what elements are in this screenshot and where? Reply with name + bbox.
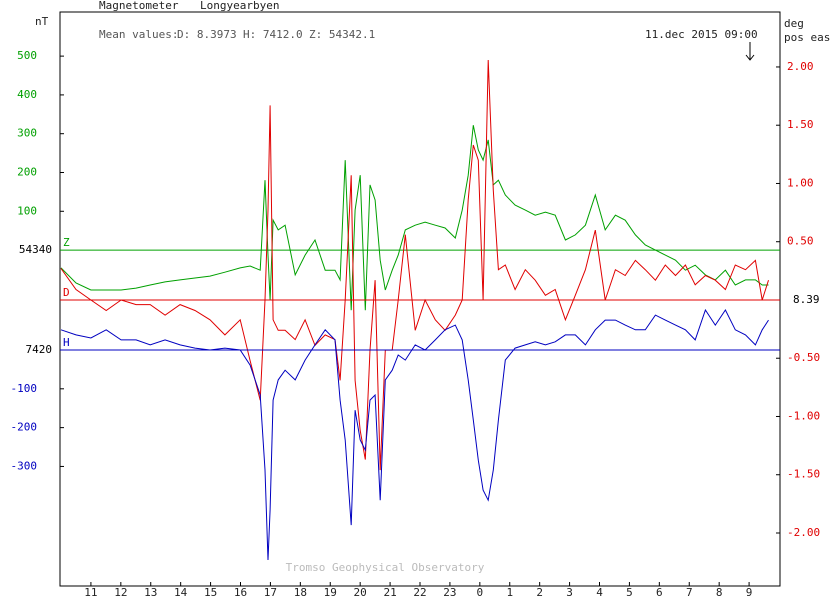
x-tick-label: 8 <box>716 586 723 599</box>
x-tick-label: 21 <box>383 586 396 599</box>
legend-label: Z <box>63 236 70 249</box>
y2-tick-label: -1.50 <box>787 468 820 481</box>
x-tick-label: 17 <box>264 586 277 599</box>
y2-axis-label: pos east <box>784 31 830 44</box>
y-tick-label: 100 <box>17 204 37 217</box>
legend-label: D <box>63 286 70 299</box>
x-tick-label: 6 <box>656 586 663 599</box>
timestamp: 11.dec 2015 09:00 <box>645 28 758 41</box>
x-tick-label: 3 <box>566 586 573 599</box>
baseline-label: 54340 <box>19 243 52 256</box>
y-tick-label: 500 <box>17 49 37 62</box>
y-tick-label: 200 <box>17 165 37 178</box>
y-tick-label: 400 <box>17 88 37 101</box>
y2-tick-label: -2.00 <box>787 526 820 539</box>
x-tick-label: 22 <box>413 586 426 599</box>
mean-value: D: 8.3973 <box>177 28 237 41</box>
y2-tick-label: 2.00 <box>787 60 814 73</box>
y2-tick-label: -1.00 <box>787 409 820 422</box>
x-tick-label: 7 <box>686 586 693 599</box>
legend-label: H <box>63 336 70 349</box>
baseline-label: 7420 <box>26 343 53 356</box>
mean-value: H: 7412.0 <box>243 28 303 41</box>
chart-title: Magnetometer <box>99 0 179 12</box>
x-tick-label: 0 <box>477 586 484 599</box>
x-tick-label: 2 <box>536 586 543 599</box>
x-tick-label: 11 <box>84 586 97 599</box>
x-tick-label: 5 <box>626 586 633 599</box>
y-tick-label: -300 <box>11 459 38 472</box>
y-axis-label: nT <box>35 15 49 28</box>
y2-axis-label: deg <box>784 17 804 30</box>
y2-tick-label: 1.50 <box>787 118 814 131</box>
data-line <box>60 308 769 561</box>
mean-label: Mean values: <box>99 28 178 41</box>
baseline-label: 8.39 <box>793 293 820 306</box>
x-tick-label: 4 <box>596 586 603 599</box>
x-tick-label: 23 <box>443 586 456 599</box>
x-tick-label: 15 <box>204 586 217 599</box>
y2-tick-label: 0.50 <box>787 235 814 248</box>
data-line <box>60 59 769 471</box>
x-tick-label: 18 <box>294 586 307 599</box>
x-tick-label: 9 <box>746 586 753 599</box>
x-tick-label: 20 <box>354 586 367 599</box>
x-tick-label: 19 <box>324 586 337 599</box>
x-tick-label: 1 <box>506 586 513 599</box>
x-tick-label: 13 <box>144 586 157 599</box>
x-tick-label: 12 <box>114 586 127 599</box>
time-arrow <box>745 42 755 61</box>
credit: Tromso Geophysical Observatory <box>286 561 485 574</box>
y-tick-label: -200 <box>11 421 38 434</box>
x-tick-label: 16 <box>234 586 247 599</box>
y-tick-label: 300 <box>17 127 37 140</box>
y2-tick-label: -0.50 <box>787 351 820 364</box>
x-tick-label: 14 <box>174 586 188 599</box>
y2-tick-label: 1.00 <box>787 176 814 189</box>
data-line <box>60 125 769 311</box>
station: Longyearbyen <box>200 0 279 12</box>
y-tick-label: -100 <box>11 382 38 395</box>
mean-value: Z: 54342.1 <box>309 28 375 41</box>
